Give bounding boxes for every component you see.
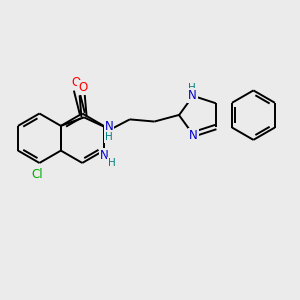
Text: N: N (100, 149, 109, 162)
Text: N: N (104, 120, 113, 133)
Text: H: H (105, 132, 113, 142)
Text: Cl: Cl (31, 168, 43, 181)
Text: N: N (188, 89, 197, 102)
Text: N: N (189, 128, 198, 142)
Text: O: O (78, 81, 87, 94)
Text: H: H (108, 158, 116, 168)
Text: O: O (72, 76, 81, 89)
Text: H: H (188, 82, 196, 93)
